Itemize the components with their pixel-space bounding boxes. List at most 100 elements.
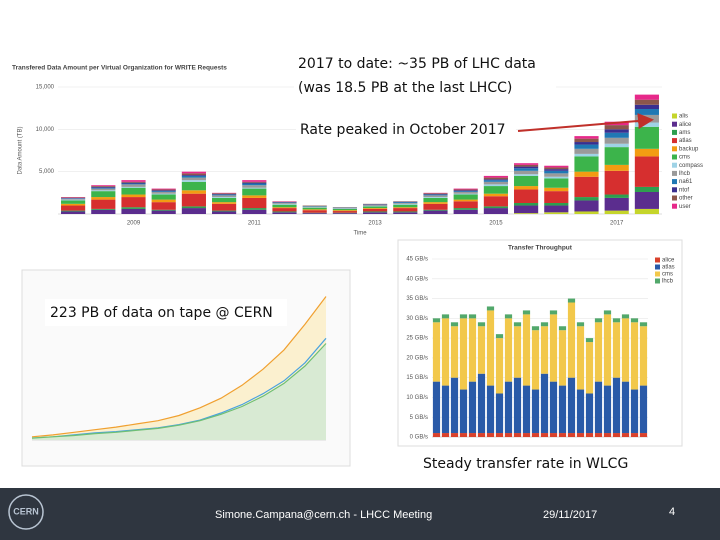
bar-segment (483, 175, 508, 178)
bar-segment (423, 203, 448, 210)
bar-segment (151, 188, 176, 190)
bar-segment (121, 184, 146, 187)
bar-segment (634, 104, 659, 110)
bar-segment (639, 433, 648, 437)
bar-segment (514, 213, 539, 214)
bar-segment (393, 202, 418, 204)
bar-segment (544, 170, 569, 174)
bar-segment (363, 212, 388, 214)
bar-segment (242, 209, 267, 214)
bar-segment (459, 314, 468, 319)
bar-segment (61, 205, 86, 211)
bar-segment (604, 125, 629, 130)
bar-segment (423, 195, 448, 198)
bar-segment (603, 314, 612, 386)
bar-segment (558, 330, 567, 386)
bar-segment (585, 393, 594, 434)
bar-segment (121, 186, 146, 188)
footer-author: Simone.Campana@cern.ch - LHCC Meeting (215, 509, 432, 521)
legend-label: na61 (679, 179, 693, 185)
bar-segment (574, 200, 599, 212)
bar-segment (574, 211, 599, 214)
bar-segment (181, 177, 206, 181)
bar-segment (483, 186, 508, 194)
bar-segment (242, 181, 267, 183)
note-backdrop (296, 118, 516, 142)
bar-segment (91, 187, 116, 189)
bar-segment (272, 207, 297, 209)
bar-segment (242, 195, 267, 198)
legend-label: cms (662, 272, 673, 278)
bar-segment (121, 180, 146, 182)
legend-label: atlas (662, 265, 675, 271)
bar-segment (302, 209, 327, 211)
bar-segment (634, 191, 659, 209)
bar-segment (212, 195, 237, 198)
bar-segment (531, 433, 540, 437)
bar-segment (483, 208, 508, 214)
area-line (31, 296, 327, 438)
bar-segment (212, 193, 237, 195)
bar-segment (604, 143, 629, 148)
peak-arrow (517, 113, 654, 132)
bar-segment (61, 198, 86, 200)
legend-swatch (655, 257, 660, 263)
bar-segment (504, 433, 513, 437)
bar-segment (453, 201, 478, 209)
bar-segment (121, 194, 146, 198)
legend-swatch (672, 154, 677, 160)
bar-segment (522, 310, 531, 315)
bar-segment (121, 181, 146, 183)
bar-segment (181, 171, 206, 174)
bar-segment (151, 209, 176, 211)
bar-segment (639, 385, 648, 434)
bar-segment (363, 208, 388, 209)
bar-segment (468, 433, 477, 437)
legend-label: ntof (679, 187, 689, 193)
bar-segment (514, 175, 539, 187)
bar-segment (423, 210, 448, 214)
legend-label: compass (679, 163, 703, 169)
bar-segment (603, 433, 612, 437)
bar-segment (514, 170, 539, 175)
bar-segment (212, 197, 237, 203)
legend-label: lhcb (679, 171, 691, 177)
y-tick-label: 25 GB/s (406, 336, 428, 342)
bar-segment (574, 156, 599, 172)
bar-segment (477, 373, 486, 434)
x-tick-label: 2017 (610, 221, 624, 227)
logo-ring (8, 494, 44, 530)
bar-segment (423, 194, 448, 196)
bar-segment (558, 326, 567, 331)
bar-segment (513, 322, 522, 327)
bar-segment (302, 207, 327, 210)
bar-segment (91, 188, 116, 191)
note-peak: Rate peaked in October 2017 (300, 122, 506, 138)
bar-segment (604, 129, 629, 133)
bar-segment (514, 186, 539, 190)
y-tick-label: 15,000 (36, 85, 55, 91)
legend-swatch (672, 138, 677, 144)
bar-segment (393, 211, 418, 213)
bar-segment (513, 326, 522, 378)
bar-segment (423, 202, 448, 204)
legend-swatch (672, 170, 677, 176)
bar-segment (212, 202, 237, 204)
bar-segment (151, 190, 176, 192)
bar-segment (576, 389, 585, 434)
bar-segment (514, 166, 539, 169)
chart-title: Transfer Throughput (508, 245, 573, 252)
bar-segment (513, 433, 522, 437)
bar-segment (483, 177, 508, 180)
bar-segment (621, 318, 630, 382)
bar-segment (151, 191, 176, 194)
bar-segment (453, 188, 478, 190)
bar-segment (483, 179, 508, 181)
legend-label: atlas (679, 138, 692, 144)
bar-segment (453, 190, 478, 192)
bar-segment (459, 389, 468, 434)
bar-segment (558, 385, 567, 434)
bar-segment (604, 147, 629, 165)
bar-segment (567, 377, 576, 434)
